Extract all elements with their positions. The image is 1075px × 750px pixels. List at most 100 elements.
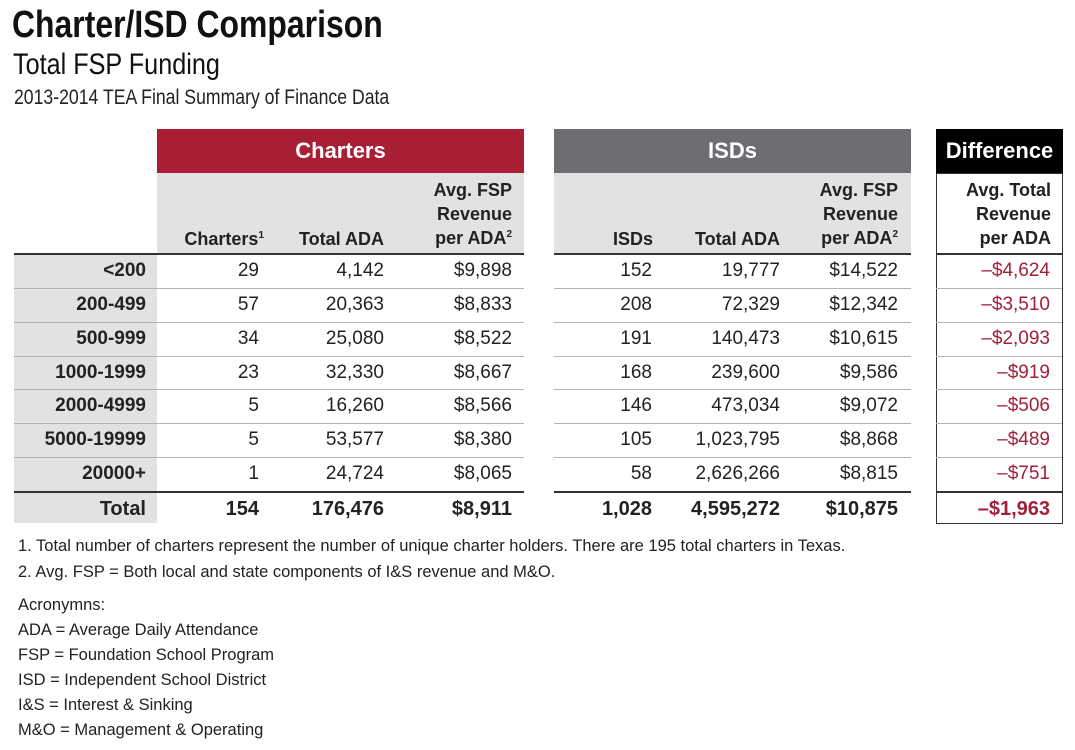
table-cell-charter-ada: 32,330 [325, 361, 384, 383]
isds-subheader-bg [554, 173, 911, 253]
table-cell-charter-rev: $8,522 [453, 327, 512, 349]
charters-subheader-bg [157, 173, 524, 253]
isds-group-label: ISDs [708, 138, 757, 163]
header-charters-rev: Avg. FSP Revenue per ADA2 [433, 180, 512, 248]
table-cell-isd-ada: 19,777 [721, 260, 780, 281]
table-cell-charter-rev: $8,065 [453, 463, 512, 485]
total-cell-charter-ada: 176,476 [311, 497, 384, 520]
table-cell-size: 1000-1999 [55, 361, 146, 383]
row-separator [936, 389, 1062, 390]
table-cell-charters: 5 [248, 429, 259, 451]
table-cell-charters: 29 [237, 260, 259, 281]
page-title: Charter/ISD Comparison [12, 4, 383, 46]
table-cell-isd-rev: $12,342 [829, 293, 898, 315]
table-cell-size: 5000-19999 [44, 429, 146, 451]
table-cell-isd-rev: $14,522 [829, 260, 898, 281]
table-cell-charter-ada: 24,724 [325, 463, 384, 485]
table-cell-isd-rev: $8,868 [839, 429, 898, 451]
total-rule [936, 491, 1062, 493]
row-separator [14, 457, 524, 458]
charters-group-label: Charters [295, 138, 386, 163]
footnote-1: 1. Total number of charters represent th… [18, 537, 846, 555]
table-cell-isd-ada: 473,034 [711, 395, 780, 417]
total-cell-isds: 1,028 [601, 497, 652, 520]
table-cell-charter-ada: 4,142 [336, 260, 384, 281]
row-separator [554, 356, 911, 357]
table-cell-charter-rev: $8,833 [453, 293, 512, 315]
acronym-item: ADA = Average Daily Attendance [18, 621, 259, 639]
table-cell-isds: 208 [620, 293, 652, 315]
table-cell-size: 200-499 [76, 293, 146, 315]
acronyms-heading: Acronymns: [18, 596, 106, 614]
row-separator [14, 288, 524, 289]
table-cell-charter-rev: $8,667 [453, 361, 512, 383]
data-source: 2013-2014 TEA Final Summary of Finance D… [14, 86, 390, 109]
table-cell-charter-rev: $9,898 [453, 260, 512, 281]
table-cell-difference: –$506 [997, 395, 1050, 417]
header-charters-count: Charters1 [184, 229, 264, 249]
isds-group-header: ISDs [554, 129, 911, 173]
table-cell-difference: –$489 [997, 429, 1050, 451]
row-separator [14, 322, 524, 323]
table-cell-difference: –$2,093 [981, 327, 1050, 349]
table-cell-difference: –$3,510 [981, 293, 1050, 315]
table-cell-charters: 5 [248, 395, 259, 417]
acronym-item: I&S = Interest & Sinking [18, 696, 193, 714]
table-cell-isd-ada: 1,023,795 [695, 429, 780, 451]
difference-column-box [936, 173, 1063, 524]
total-cell-isd-rev: $10,875 [825, 497, 898, 520]
row-separator [936, 423, 1062, 424]
page-subtitle: Total FSP Funding [13, 48, 220, 81]
row-separator [14, 389, 524, 390]
acronym-item: M&O = Management & Operating [18, 721, 264, 739]
total-cell-isd-ada: 4,595,272 [691, 497, 780, 520]
table-cell-difference: –$919 [997, 361, 1050, 383]
table-cell-size: 500-999 [76, 327, 146, 349]
table-cell-charter-ada: 20,363 [325, 293, 384, 315]
header-rule [14, 253, 524, 255]
row-separator [936, 322, 1062, 323]
difference-group-header: Difference [936, 129, 1063, 173]
header-difference: Avg. Total Revenue per ADA [966, 180, 1051, 248]
total-cell-difference: –$1,963 [977, 497, 1050, 520]
row-separator [14, 356, 524, 357]
header-isds-count: ISDs [612, 229, 653, 249]
table-cell-size: 20000+ [82, 463, 146, 485]
acronym-item: ISD = Independent School District [18, 671, 267, 689]
table-cell-isd-rev: $9,072 [839, 395, 898, 417]
header-charters-ada: Total ADA [299, 229, 384, 249]
acronym-item: FSP = Foundation School Program [18, 646, 275, 664]
difference-group-label: Difference [945, 138, 1054, 163]
total-rule [14, 491, 524, 493]
total-cell-size: Total [99, 497, 146, 520]
row-separator [936, 288, 1062, 289]
table-cell-isd-ada: 140,473 [711, 327, 780, 349]
header-isds-rev: Avg. FSP Revenue per ADA2 [819, 180, 898, 248]
total-cell-charter-rev: $8,911 [451, 497, 512, 520]
table-cell-charters: 1 [248, 463, 259, 485]
table-cell-isds: 146 [620, 395, 652, 417]
row-label-bg [14, 254, 157, 523]
footnote-2: 2. Avg. FSP = Both local and state compo… [18, 563, 556, 581]
table-cell-charter-rev: $8,380 [453, 429, 512, 451]
table-cell-charters: 23 [237, 361, 259, 383]
header-isds-ada: Total ADA [695, 229, 780, 249]
header-rule-isds [554, 253, 911, 255]
table-cell-isd-ada: 72,329 [721, 293, 780, 315]
table-cell-isd-rev: $10,615 [829, 327, 898, 349]
table-cell-size: <200 [103, 260, 146, 281]
row-separator [554, 457, 911, 458]
row-separator [554, 322, 911, 323]
table-cell-charter-ada: 16,260 [325, 395, 384, 417]
header-rule-diff [936, 253, 1062, 255]
table-cell-isds: 152 [620, 260, 652, 281]
table-cell-isds: 168 [620, 361, 652, 383]
table-cell-isd-ada: 2,626,266 [695, 463, 780, 485]
table-cell-isds: 105 [620, 429, 652, 451]
table-cell-charter-rev: $8,566 [453, 395, 512, 417]
table-cell-size: 2000-4999 [55, 395, 146, 417]
table-cell-charters: 34 [237, 327, 259, 349]
row-separator [554, 288, 911, 289]
table-cell-isds: 191 [620, 327, 652, 349]
table-cell-difference: –$751 [997, 463, 1050, 485]
